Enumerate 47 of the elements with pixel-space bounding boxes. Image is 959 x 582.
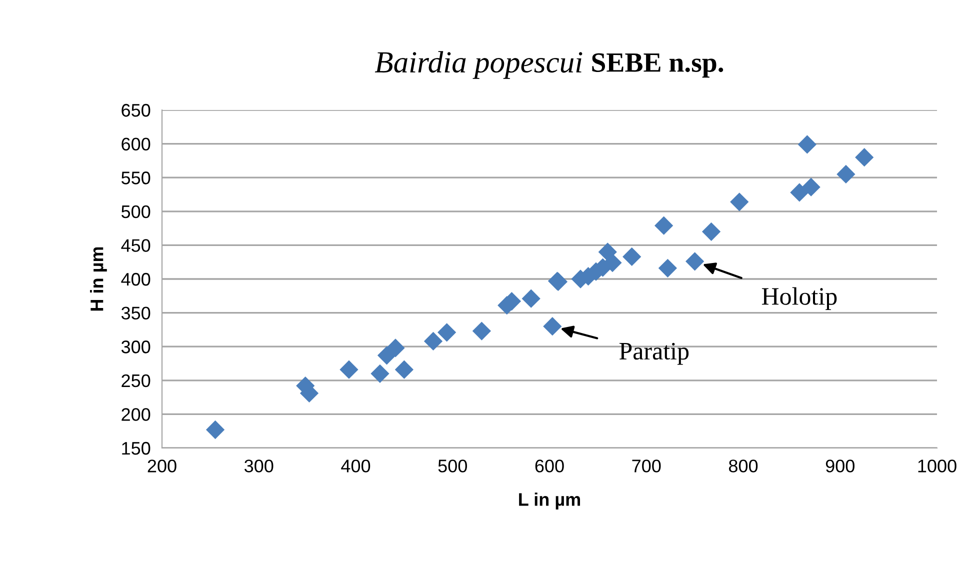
point [424,332,443,351]
x-tick-label: 900 [826,460,854,472]
y-tick-label: 650 [122,104,150,117]
y-tick-label: 550 [121,172,150,184]
point [543,317,562,336]
x-tick-label: 400 [341,460,370,472]
x-tick-label: 200 [148,460,176,472]
point [394,360,414,379]
point [340,360,358,379]
point [386,338,405,358]
point [622,247,642,266]
x-axis-title: L in µm [519,492,580,510]
y-tick-label: 450 [121,239,150,252]
point [522,289,540,308]
point [603,253,622,272]
y-tick-label: 250 [122,374,150,388]
x-tick-label: 600 [535,460,564,472]
y-tick-label: 150 [122,442,150,455]
y-tick-label: 500 [121,205,150,218]
point [836,164,856,184]
point [370,364,390,383]
point [730,192,749,212]
x-tick-label: 700 [632,460,661,472]
y-tick-label: 200 [122,408,150,421]
annotation: Holotip [762,287,837,310]
x-tick-label: 800 [728,460,758,472]
x-tick-label: 1000 [918,460,956,472]
point [790,183,809,202]
y-tick-label: 600 [122,138,150,151]
chart-title: Bairdia popescui SEBE n.sp. [374,51,724,79]
point [654,216,674,235]
point [802,178,820,196]
point [437,323,456,342]
y-tick-label: 400 [121,272,150,286]
point [685,252,704,271]
y-tick-label: 300 [121,340,150,354]
point [472,322,492,340]
point [658,258,678,278]
point [702,222,721,241]
point [855,148,874,167]
x-tick-label: 500 [438,460,467,472]
y-tick-label: 350 [121,306,150,320]
y-axis-title: H in µm [90,247,107,311]
annotation: Paratip [619,342,689,365]
x-tick-label: 300 [244,460,274,472]
point [206,420,225,440]
point [798,135,817,154]
